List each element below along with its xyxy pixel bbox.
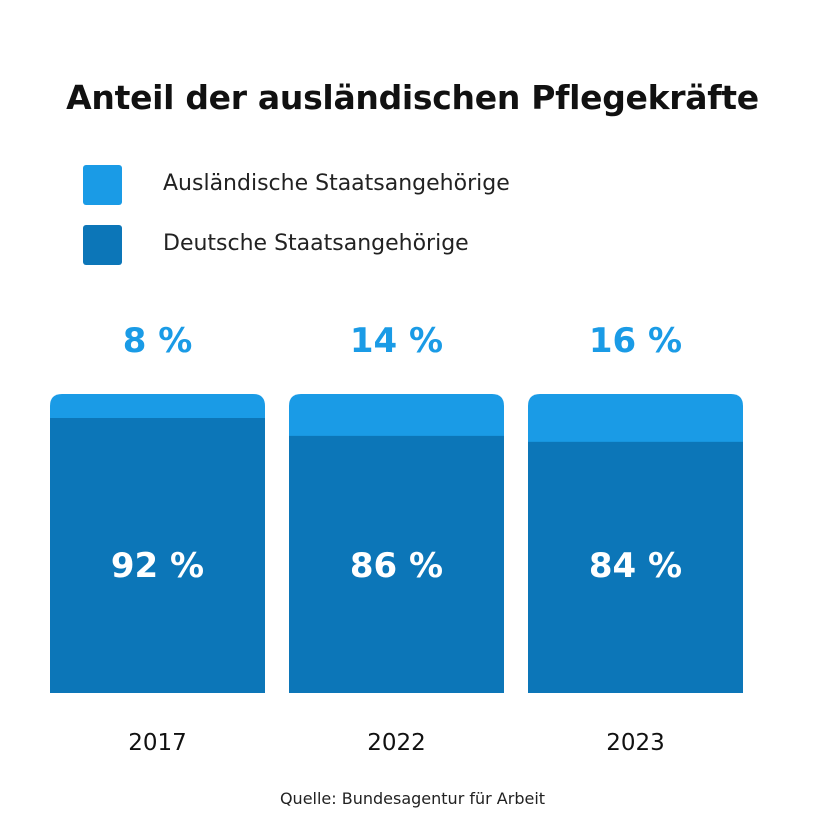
legend-label-german: Deutsche Staatsangehörige: [163, 231, 469, 256]
data-label-german-2022: 86 %: [350, 546, 443, 586]
data-label-foreign-2023: 16 %: [589, 321, 682, 361]
category-label-2022: 2022: [367, 730, 426, 756]
legend-swatch-foreign: [83, 165, 122, 205]
chart-title: Anteil der ausländischen Pflegekräfte: [66, 78, 759, 117]
bar-segment-german-2023: [528, 441, 743, 693]
bar-segment-german-2017: [50, 418, 265, 693]
legend-swatch-german: [83, 225, 122, 265]
category-label-2023: 2023: [606, 730, 665, 756]
data-label-foreign-2017: 8 %: [123, 321, 193, 361]
data-label-german-2023: 84 %: [589, 546, 682, 586]
legend-label-foreign: Ausländische Staatsangehörige: [163, 171, 510, 196]
data-label-foreign-2022: 14 %: [350, 321, 443, 361]
bar-segment-german-2022: [289, 435, 504, 693]
category-label-2017: 2017: [128, 730, 187, 756]
source-note: Quelle: Bundesagentur für Arbeit: [279, 789, 546, 808]
data-label-german-2017: 92 %: [111, 546, 204, 586]
